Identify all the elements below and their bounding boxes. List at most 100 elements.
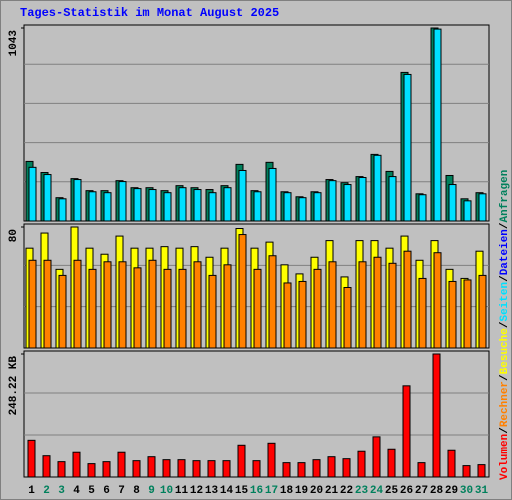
bar [73, 179, 82, 222]
y-tick-label: 80 [8, 229, 20, 242]
legend-entry: Anfragen [499, 170, 511, 223]
x-tick-label: 19 [295, 485, 308, 497]
bar [447, 449, 456, 478]
bar [328, 261, 337, 349]
x-tick-label: 26 [400, 485, 413, 497]
x-tick-label: 16 [250, 485, 263, 497]
bar [162, 459, 171, 478]
bar [433, 28, 442, 222]
y-tick-label: 1043 [8, 30, 20, 57]
bar [42, 455, 51, 478]
bar [252, 460, 261, 478]
bar [88, 191, 97, 222]
bar [88, 268, 97, 349]
x-tick-label: 6 [103, 485, 110, 497]
bar [313, 192, 322, 222]
bar [373, 154, 382, 222]
bar [133, 267, 142, 349]
bar [147, 456, 156, 478]
bar [133, 188, 142, 222]
bar [268, 255, 277, 349]
bar [283, 192, 292, 222]
bar [402, 385, 411, 478]
bar [163, 192, 172, 222]
bar [253, 191, 262, 222]
x-tick-label: 22 [340, 485, 353, 497]
bar [283, 282, 292, 349]
bar [207, 460, 216, 478]
legend-entry: Dateien [499, 229, 511, 275]
bar [208, 274, 217, 349]
legend-entry: Rechner [499, 381, 511, 427]
bar [388, 262, 397, 349]
bar [357, 450, 366, 478]
x-tick-label: 29 [445, 485, 458, 497]
bar [118, 181, 127, 222]
bar [328, 180, 337, 222]
bar [117, 451, 126, 478]
bar [193, 261, 202, 349]
bar [28, 166, 37, 222]
bar [57, 461, 66, 478]
bar [102, 461, 111, 478]
panel [23, 350, 490, 478]
legend-separator: / [499, 427, 511, 434]
bar [478, 193, 487, 222]
bar [312, 459, 321, 478]
legend: Volumen/Rechner/Besuche/Seiten/Dateien/A… [499, 170, 511, 480]
bar [477, 464, 486, 478]
bar [238, 234, 247, 349]
x-tick-label: 5 [88, 485, 95, 497]
bar [372, 436, 381, 478]
x-tick-label: 13 [205, 485, 219, 497]
bar [462, 465, 471, 478]
x-tick-label: 4 [73, 485, 80, 497]
bar [223, 264, 232, 349]
bar [103, 192, 112, 222]
bar [448, 184, 457, 222]
bar [403, 250, 412, 349]
bar [403, 73, 412, 222]
x-tick-label: 20 [310, 485, 323, 497]
x-tick-label: 30 [460, 485, 473, 497]
bar [43, 259, 52, 349]
x-tick-label: 3 [58, 485, 65, 497]
x-tick-label: 23 [355, 485, 369, 497]
bar [298, 197, 307, 222]
bar [297, 462, 306, 478]
bar [208, 192, 217, 222]
bar [418, 277, 427, 349]
x-tick-label: 17 [265, 485, 278, 497]
x-tick-label: 14 [220, 485, 234, 497]
bar [58, 274, 67, 349]
bar [448, 280, 457, 349]
bar [418, 194, 427, 222]
bar [87, 463, 96, 478]
bar [58, 198, 67, 222]
bar [73, 259, 82, 349]
legend-entry: Besuche [499, 328, 511, 375]
bar [132, 460, 141, 478]
bar [478, 274, 487, 349]
bar [388, 176, 397, 222]
x-tick-label: 18 [280, 485, 294, 497]
bar [433, 252, 442, 349]
bar [432, 353, 441, 478]
bar [342, 458, 351, 478]
legend-entry: Seiten [499, 282, 511, 322]
legend-separator: / [499, 374, 511, 381]
bar [28, 259, 37, 349]
bar [267, 442, 276, 478]
bar [193, 189, 202, 222]
bar [148, 189, 157, 222]
bar [282, 462, 291, 478]
bar [358, 177, 367, 222]
legend-separator: / [499, 275, 511, 282]
x-tick-label: 2 [43, 485, 50, 497]
bar [163, 268, 172, 349]
bar [178, 268, 187, 349]
bar [343, 287, 352, 349]
x-tick-label: 10 [160, 485, 173, 497]
x-tick-label: 31 [475, 485, 489, 497]
